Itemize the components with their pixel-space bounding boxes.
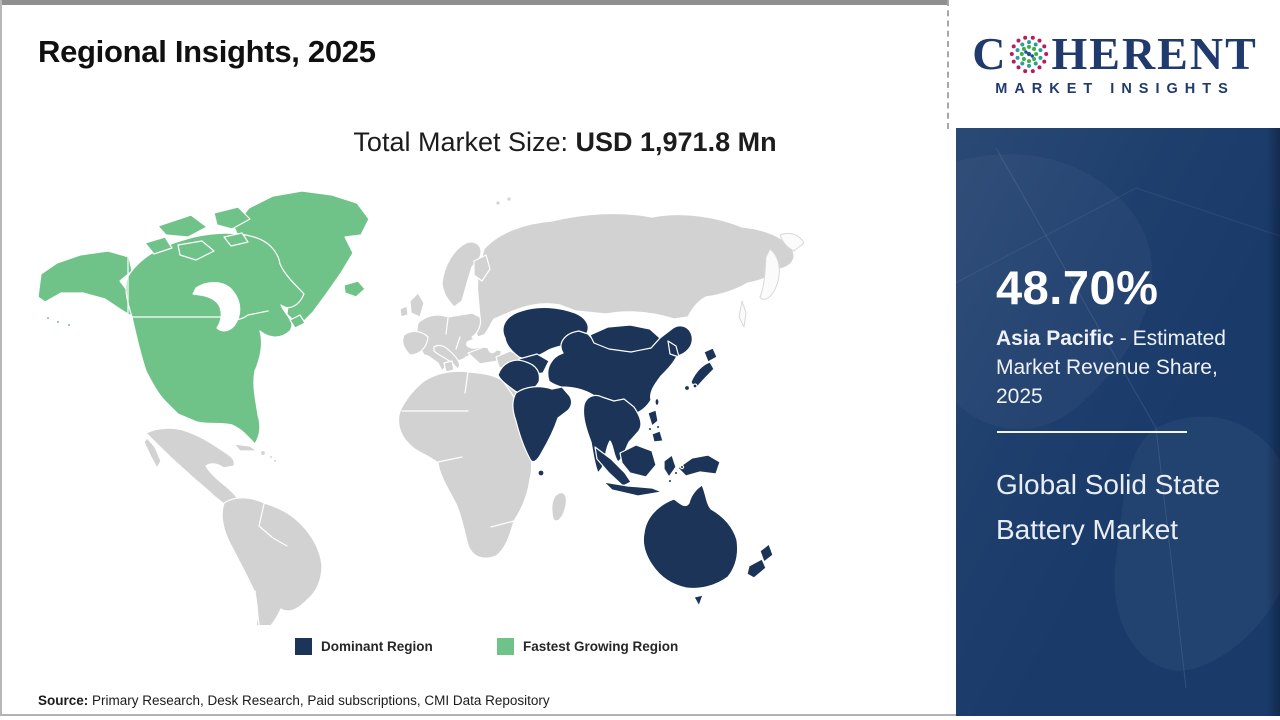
world-map-container xyxy=(28,185,878,631)
sidebar-divider xyxy=(997,431,1187,433)
market-share-region: Asia Pacific xyxy=(996,327,1114,350)
source-label: Source: xyxy=(38,693,89,708)
page-title: Regional Insights, 2025 xyxy=(38,34,376,69)
legend-item-dominant: Dominant Region xyxy=(295,638,433,655)
market-share-value: 48.70% xyxy=(996,261,1159,314)
legend-item-fastest: Fastest Growing Region xyxy=(497,638,678,655)
bottom-border xyxy=(0,714,1280,716)
legend-label-dominant: Dominant Region xyxy=(321,639,433,654)
logo-letter-c: C xyxy=(972,28,1008,79)
market-share-description: Asia Pacific - Estimated Market Revenue … xyxy=(996,324,1244,411)
sidebar-right-shadow xyxy=(1266,128,1280,716)
legend-label-fastest: Fastest Growing Region xyxy=(523,639,679,654)
market-size-value: USD 1,971.8 Mn xyxy=(575,127,777,157)
dashed-divider xyxy=(947,0,949,129)
source-line: Source: Primary Research, Desk Research,… xyxy=(38,693,550,708)
logo-wordmark: C HERENT xyxy=(972,31,1258,77)
market-name: Global Solid State Battery Market xyxy=(996,469,1221,545)
world-map xyxy=(37,190,805,631)
sidebar: 48.70% Asia Pacific - Estimated Market R… xyxy=(956,128,1280,716)
left-border xyxy=(0,0,2,716)
sidebar-map-watermark xyxy=(956,147,1280,689)
legend-swatch-dominant xyxy=(295,638,312,655)
map-internal-borders xyxy=(127,254,515,626)
market-share-desc-text: - Estimated Market Revenue Share, 2025 xyxy=(996,327,1226,408)
source-text: Primary Research, Desk Research, Paid su… xyxy=(88,693,550,708)
region-asia-pacific xyxy=(497,306,774,607)
top-border-bar xyxy=(0,0,948,5)
logo-letters-rest: HERENT xyxy=(1051,28,1258,79)
total-market-size: Total Market Size: USD 1,971.8 Mn xyxy=(180,127,950,158)
sea-cutouts xyxy=(466,330,501,354)
logo-subtitle: MARKET INSIGHTS xyxy=(995,81,1235,97)
logo: C HERENT MARKET INSIGHTS xyxy=(950,0,1280,128)
region-north-america xyxy=(37,190,370,445)
legend-swatch-fastest xyxy=(497,638,514,655)
globe-dots-icon xyxy=(1010,35,1049,74)
market-size-label: Total Market Size: xyxy=(353,127,576,157)
sidebar-sheen xyxy=(956,128,1280,716)
